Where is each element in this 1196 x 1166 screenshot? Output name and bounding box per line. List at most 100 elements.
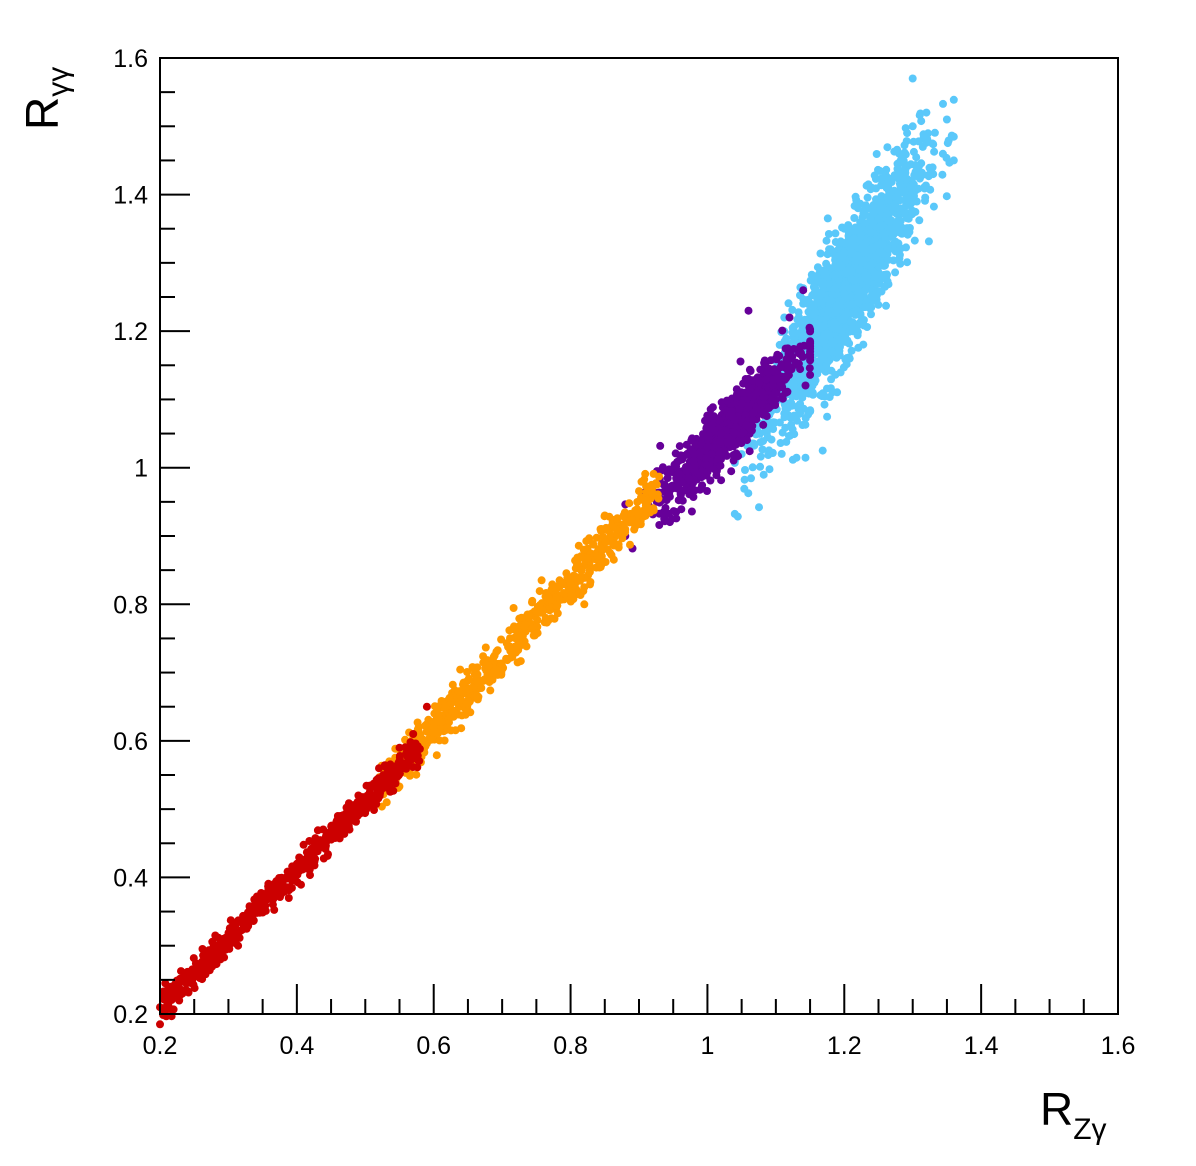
data-point xyxy=(200,960,209,969)
data-point xyxy=(322,832,330,841)
data-point xyxy=(823,412,832,421)
data-point xyxy=(245,902,254,911)
data-point xyxy=(788,328,797,337)
data-point xyxy=(481,643,490,652)
data-point xyxy=(799,389,808,398)
data-point xyxy=(914,184,923,193)
data-point xyxy=(656,441,665,450)
data-point xyxy=(375,764,383,773)
data-point xyxy=(930,128,939,137)
data-point xyxy=(782,355,791,364)
data-point xyxy=(876,271,885,280)
data-point xyxy=(784,361,793,370)
data-point xyxy=(251,900,260,909)
data-point xyxy=(759,410,767,419)
data-point xyxy=(858,258,866,267)
data-point xyxy=(515,640,524,649)
data-point xyxy=(573,561,581,570)
data-point xyxy=(915,111,924,120)
data-point xyxy=(690,449,699,458)
data-point xyxy=(921,196,929,205)
data-point xyxy=(547,614,556,623)
data-point xyxy=(848,300,857,309)
x-tick-label: 0.2 xyxy=(143,1032,178,1060)
data-point xyxy=(901,124,910,133)
data-point xyxy=(463,668,472,676)
data-point xyxy=(211,931,220,940)
data-point xyxy=(867,228,876,237)
data-point xyxy=(759,470,768,479)
x-axis-title: RZγ xyxy=(1040,1083,1107,1146)
data-point xyxy=(879,240,887,249)
data-point xyxy=(190,984,199,993)
data-point xyxy=(537,576,546,585)
data-point xyxy=(552,593,561,601)
data-point xyxy=(684,463,693,472)
data-point xyxy=(601,538,610,547)
data-point xyxy=(906,197,915,206)
data-point xyxy=(641,511,650,520)
data-point xyxy=(710,426,719,435)
data-point xyxy=(589,540,597,548)
data-point xyxy=(676,470,685,479)
data-point xyxy=(877,249,886,258)
data-point xyxy=(869,209,878,218)
data-point xyxy=(756,438,765,447)
data-point xyxy=(730,415,739,424)
tick-labels: 0.2 0.4 0.6 0.8 1 1.2 1.4 1.6 0.2 0.4 0.6 0.8 1 1.2 1.… xyxy=(113,45,1135,1060)
data-point xyxy=(528,596,537,605)
data-point xyxy=(835,335,844,344)
data-point xyxy=(464,685,473,694)
data-point xyxy=(854,343,863,352)
data-point xyxy=(902,174,911,183)
data-point xyxy=(304,849,313,858)
data-point xyxy=(292,859,301,868)
data-point xyxy=(771,354,780,363)
data-point xyxy=(313,826,322,835)
data-point xyxy=(809,390,817,399)
data-point xyxy=(313,839,322,848)
data-point xyxy=(735,405,744,413)
data-point xyxy=(746,367,755,375)
data-point xyxy=(903,258,912,267)
data-point xyxy=(845,327,854,336)
data-point xyxy=(840,224,849,233)
data-point xyxy=(497,635,506,644)
data-point xyxy=(429,723,438,732)
data-point xyxy=(887,216,896,225)
data-point xyxy=(789,379,798,387)
data-point xyxy=(600,511,609,520)
data-point xyxy=(853,294,862,302)
data-point xyxy=(596,525,605,534)
data-point xyxy=(422,702,431,711)
data-point xyxy=(778,428,787,437)
data-point xyxy=(697,440,706,449)
data-point xyxy=(473,677,482,686)
data-point xyxy=(723,438,732,447)
data-point xyxy=(198,945,207,953)
data-point xyxy=(714,455,723,463)
data-point xyxy=(741,466,749,474)
data-point xyxy=(305,837,314,845)
data-point xyxy=(421,721,430,730)
data-point xyxy=(818,278,827,287)
data-point xyxy=(716,461,725,470)
data-point xyxy=(216,945,225,954)
y-axis-title: Rγγ xyxy=(16,67,75,130)
data-point xyxy=(637,477,646,486)
data-point xyxy=(283,867,292,876)
y-tick-label: 1.4 xyxy=(113,182,148,210)
data-point xyxy=(767,435,776,444)
data-point xyxy=(553,601,562,610)
axis-ticks xyxy=(159,57,1119,1015)
data-point xyxy=(908,74,917,83)
data-point xyxy=(827,339,836,348)
data-point xyxy=(409,730,418,738)
x-tick-label: 1.6 xyxy=(1101,1032,1136,1060)
data-point xyxy=(165,995,174,1004)
data-point xyxy=(860,321,868,330)
data-point xyxy=(684,474,693,483)
data-point xyxy=(745,447,754,456)
data-point xyxy=(703,443,712,452)
data-point xyxy=(755,379,764,388)
